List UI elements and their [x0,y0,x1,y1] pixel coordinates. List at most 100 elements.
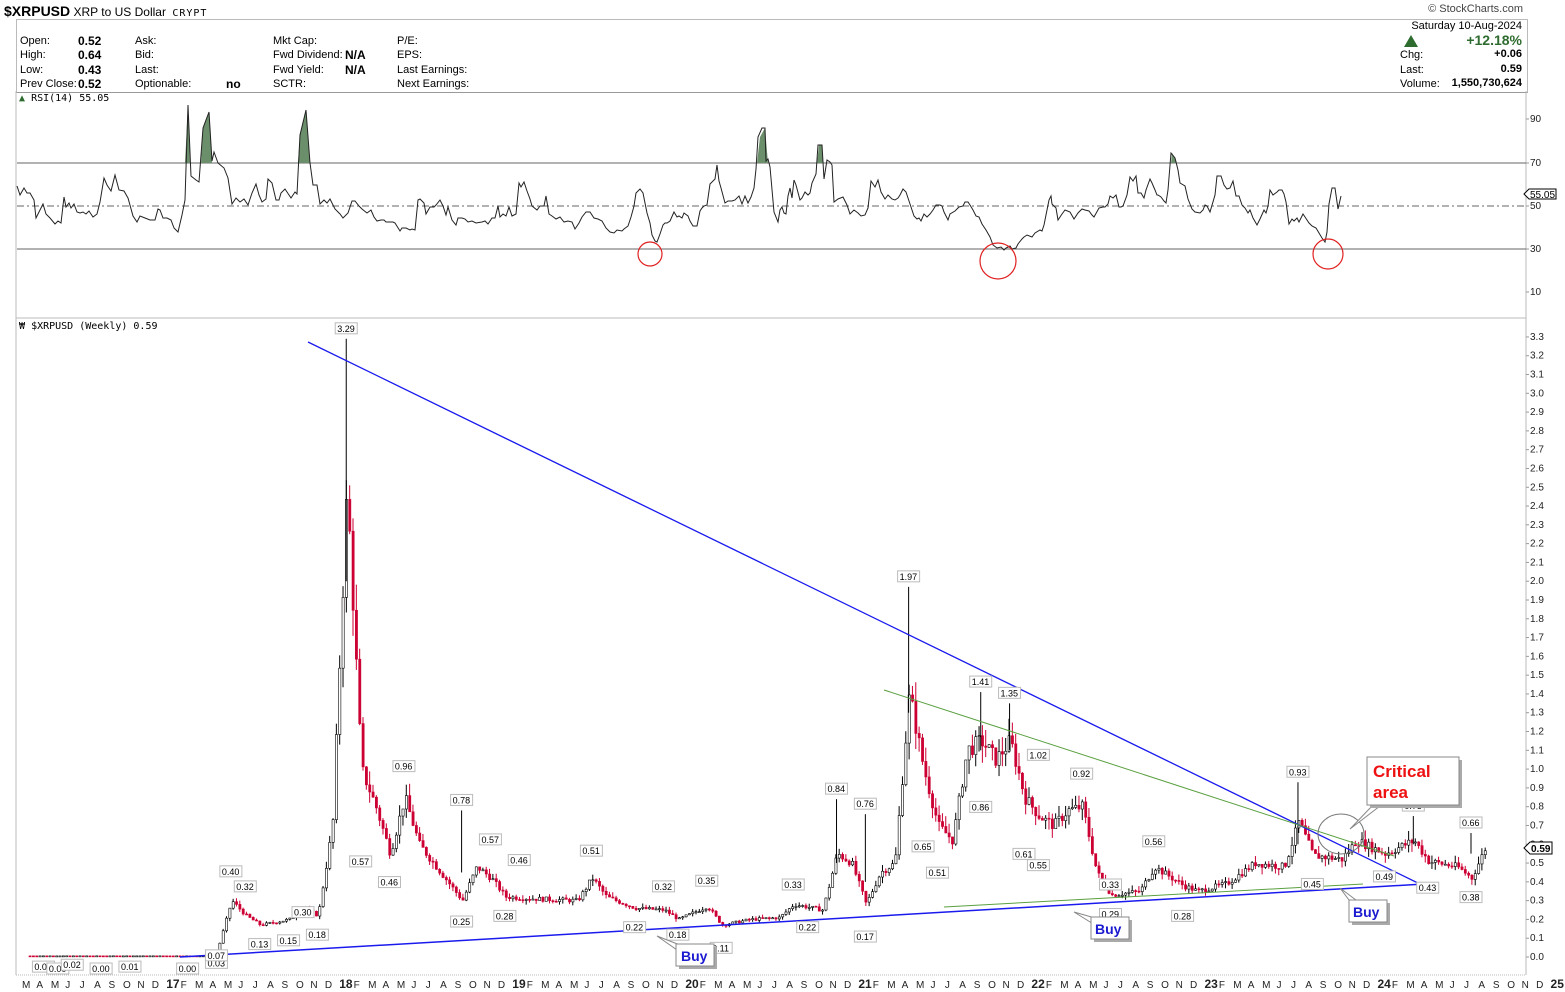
svg-text:Buy: Buy [681,948,708,964]
svg-text:0.45: 0.45 [1303,879,1321,889]
svg-text:A: A [1075,980,1082,991]
svg-text:N: N [137,980,144,991]
svg-text:D: D [844,980,851,991]
svg-text:J: J [599,980,604,991]
svg-text:F: F [527,980,533,991]
svg-text:N: N [830,980,837,991]
high-label: High: [20,49,46,61]
price-current-value-tag: 0.59 [1523,841,1553,855]
svg-text:J: J [426,980,431,991]
svg-text:J: J [80,980,85,991]
mktcap-label: Mkt Cap: [273,35,318,47]
svg-text:2.0: 2.0 [1530,576,1544,587]
trendlines [179,341,1425,958]
svg-text:N: N [1349,980,1356,991]
up-arrow-icon [1404,35,1418,47]
svg-text:3.0: 3.0 [1530,388,1544,399]
svg-text:22: 22 [1031,977,1045,991]
ask-label: Ask: [135,35,157,47]
svg-text:J: J [930,980,935,991]
svg-text:0.3: 0.3 [1530,896,1544,907]
svg-text:J: J [1118,980,1123,991]
chg-label: Chg: [1400,49,1424,61]
svg-text:0.49: 0.49 [1375,872,1393,882]
svg-text:0.43: 0.43 [1419,883,1437,893]
svg-text:J: J [1277,980,1282,991]
svg-text:0.02: 0.02 [63,960,81,970]
svg-text:M: M [570,980,578,991]
copyright: © StockCharts.com [1428,3,1523,15]
svg-text:0.92: 0.92 [1073,769,1091,779]
svg-text:J: J [253,980,258,991]
rsi-axis: 90 70 50 30 10 [1526,114,1542,298]
svg-text:0.38: 0.38 [1462,893,1480,903]
svg-text:J: J [584,980,589,991]
svg-text:M: M [195,980,203,991]
svg-text:M: M [743,980,751,991]
svg-text:0.30: 0.30 [294,908,312,918]
candlestick-icon: ₩ [19,321,26,332]
svg-text:J: J [757,980,762,991]
svg-text:J: J [411,980,416,991]
bid-label: Bid: [135,49,154,61]
svg-text:D: D [1536,980,1543,991]
svg-text:A: A [209,980,216,991]
svg-text:F: F [181,980,187,991]
svg-text:S: S [109,980,116,991]
green-support-line [943,883,1364,908]
svg-text:J: J [1291,980,1296,991]
quote-box [16,19,1528,93]
svg-text:0.86: 0.86 [972,802,990,812]
svg-text:19: 19 [512,977,526,991]
svg-text:0.33: 0.33 [784,880,802,890]
svg-text:0.5: 0.5 [1530,858,1544,869]
svg-text:S: S [1320,980,1327,991]
svg-text:70: 70 [1530,158,1542,169]
svg-text:0.03: 0.03 [207,958,225,968]
svg-text:0.32: 0.32 [236,882,254,892]
svg-text:A: A [786,980,793,991]
svg-text:1.7: 1.7 [1530,633,1544,644]
svg-text:M: M [1262,980,1270,991]
svg-text:M: M [887,980,895,991]
chg-value: +0.06 [1494,48,1522,60]
svg-text:25: 25 [1551,977,1565,991]
svg-text:0.32: 0.32 [654,882,672,892]
svg-text:0.15: 0.15 [280,936,298,946]
svg-text:S: S [1493,980,1500,991]
svg-text:2.9: 2.9 [1530,407,1544,418]
svg-text:N: N [1522,980,1529,991]
svg-text:F: F [1219,980,1225,991]
svg-text:1.97: 1.97 [900,572,918,582]
svg-text:S: S [282,980,289,991]
svg-text:23: 23 [1204,977,1218,991]
svg-text:21: 21 [858,977,872,991]
svg-text:O: O [1507,980,1515,991]
svg-text:0.65: 0.65 [914,842,932,852]
svg-text:0.18: 0.18 [308,930,326,940]
next-earnings-label: Next Earnings: [397,78,470,90]
quote-date: Saturday 10-Aug-2024 [1411,20,1522,32]
last-label-2: Last: [135,64,159,76]
buy-callout-2020: Buy [656,935,717,969]
svg-text:Buy: Buy [1095,921,1122,937]
svg-text:J: J [65,980,70,991]
svg-text:30: 30 [1530,244,1542,255]
svg-text:0.01: 0.01 [34,962,52,972]
svg-text:90: 90 [1530,114,1542,125]
svg-text:10: 10 [1530,287,1542,298]
svg-text:0.8: 0.8 [1530,802,1544,813]
svg-text:1.3: 1.3 [1530,708,1544,719]
volume-label: Volume: [1400,78,1440,90]
svg-text:M: M [1435,980,1443,991]
svg-text:N: N [1176,980,1183,991]
svg-text:0.9: 0.9 [1530,783,1544,794]
svg-text:M: M [1089,980,1097,991]
svg-text:1.2: 1.2 [1530,727,1544,738]
svg-text:0.07: 0.07 [207,951,225,961]
svg-text:1.9: 1.9 [1530,595,1544,606]
svg-text:3.1: 3.1 [1530,370,1544,381]
svg-text:0.25: 0.25 [453,917,471,927]
svg-text:A: A [613,980,620,991]
